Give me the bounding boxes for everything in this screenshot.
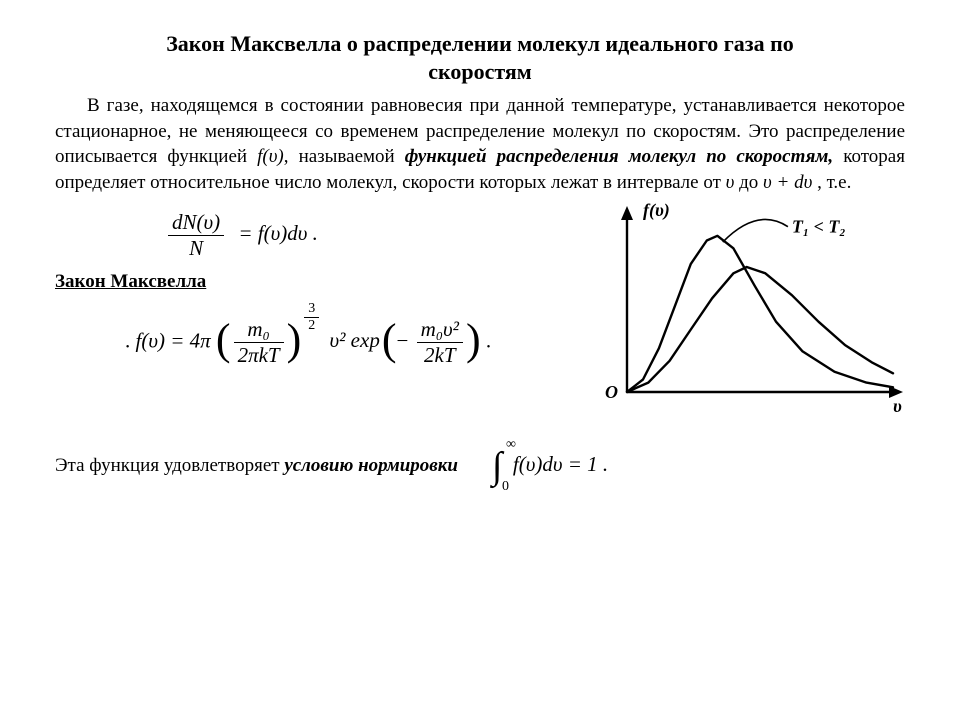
to-word: до	[734, 172, 763, 193]
eq1-den: N	[168, 236, 224, 261]
maxwell-chart: f(υ) υ O T₁ < T₂	[585, 200, 905, 425]
int-body: f(υ)dυ = 1 .	[513, 451, 608, 475]
svg-text:O: O	[605, 382, 618, 402]
int-bot: 0	[502, 479, 509, 495]
v-plus-dv: υ + dυ	[763, 172, 812, 193]
title-l1: Закон Максвелла о распределении молекул …	[166, 31, 794, 56]
f-of-v: f(υ)	[257, 146, 284, 167]
svg-text:υ: υ	[893, 396, 902, 416]
eq2-f1d: 2πkT	[234, 343, 284, 368]
eq2-f2d: 2kT	[417, 343, 463, 368]
eq2-minus: −	[396, 328, 408, 352]
eq2-f2n: m₀υ²	[417, 317, 463, 343]
ie-text: , т.е.	[812, 172, 851, 193]
svg-text:T₁ < T₂: T₁ < T₂	[792, 216, 846, 236]
normalization-row: Эта функция удовлетворяет условию нормир…	[55, 447, 905, 485]
main-paragraph: В газе, находящемся в состоянии равновес…	[55, 93, 905, 196]
norm-text: Эта функция удовлетворяет	[55, 455, 284, 476]
eq2-pre: f(υ) = 4π	[136, 328, 211, 352]
eq2-end: .	[486, 328, 491, 352]
eq1-rhs: = f(υ)dυ .	[238, 221, 318, 245]
title-l2: скоростям	[428, 59, 532, 84]
term-distribution: функцией распределения молекул по скорос…	[405, 146, 833, 167]
eq2-exp-d: 2	[304, 318, 319, 334]
eq2-exp-n: 3	[304, 301, 319, 318]
svg-text:f(υ): f(υ)	[643, 200, 670, 221]
law-heading: Закон Максвелла	[55, 271, 565, 293]
eq2-f1n: m₀	[234, 317, 284, 343]
eq2-mid: υ² exp	[330, 328, 380, 352]
equation-2: . f(υ) = 4π ( m₀ 2πkT ) 3 2 υ² exp(− m₀υ…	[125, 317, 565, 368]
para-mid1: , называемой	[284, 146, 405, 167]
equation-1: dN(υ) N = f(υ)dυ .	[165, 210, 565, 261]
eq1-num: dN(υ)	[168, 210, 224, 236]
int-top: ∞	[506, 437, 516, 453]
integral-icon: ∫	[492, 447, 502, 485]
normalization-integral: ∞ ∫ 0 f(υ)dυ = 1 .	[492, 447, 608, 485]
page-title: Закон Максвелла о распределении молекул …	[55, 30, 905, 85]
norm-term: условию нормировки	[284, 455, 458, 476]
